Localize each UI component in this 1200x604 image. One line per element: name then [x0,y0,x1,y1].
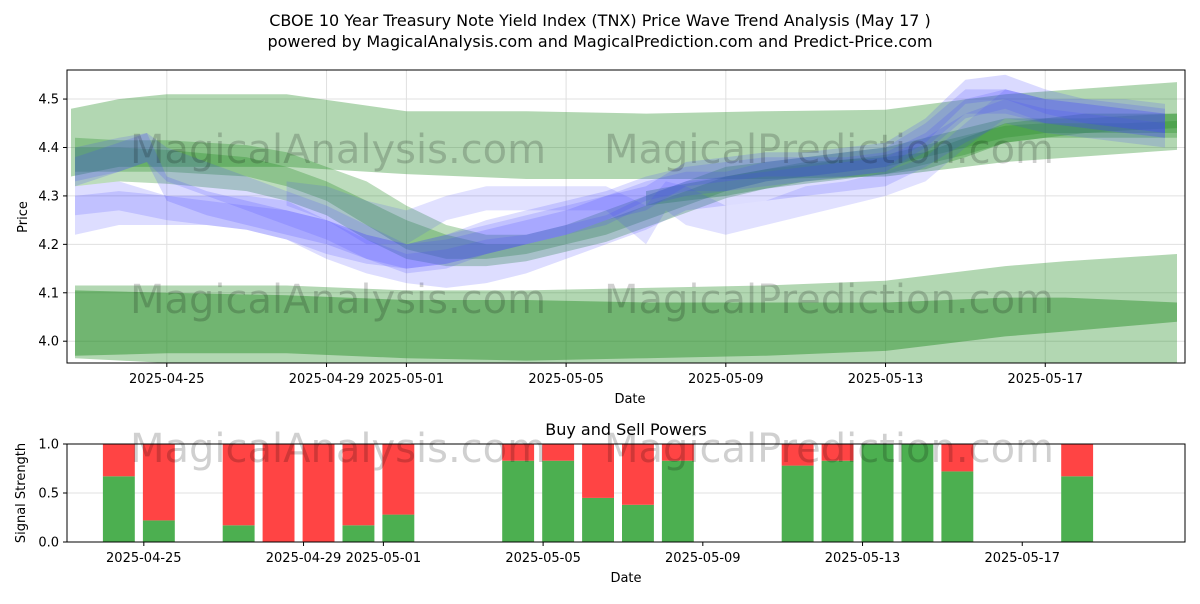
watermark-4: MagicalPrediction.com [604,277,1054,323]
sell-bar [142,444,175,521]
buy-bar [622,504,654,542]
signal-x-ticks: 2025-04-25 2025-04-29 2025-05-01 2025-05-05… [106,542,1060,566]
buy-bar [542,460,575,542]
signal-y-label: Signal Strength [14,443,29,543]
price-xtick-label: 2025-05-17 [1007,372,1083,387]
chart-title-line2: powered by MagicalAnalysis.com and Magic… [267,32,932,51]
buy-bar [821,460,854,542]
green-band-lower-core [75,290,1177,361]
price-xtick-label: 2025-05-01 [369,372,445,387]
blue-band-wave-4 [286,89,1166,245]
watermark-1: MagicalAnalysis.com [130,127,546,173]
signal-ytick-label: 1.0 [38,438,59,453]
price-ytick-label: 4.2 [38,238,59,253]
price-ytick-label: 4.5 [38,93,59,108]
price-y-ticks: 4.0 4.1 4.2 4.3 4.4 4.5 [38,93,67,350]
signal-xtick-label: 2025-05-01 [346,551,422,566]
sell-bar [941,444,974,472]
buy-bar [861,444,894,542]
buy-bar [1061,476,1094,542]
green-band-mid-trend-1 [75,113,1177,259]
buy-bar [102,476,135,542]
sell-bar [661,444,694,461]
price-xtick-label: 2025-04-25 [129,372,205,387]
signal-panel: Buy and Sell Powers MagicalAnalysis.com … [14,420,1186,586]
signal-x-label: Date [610,571,641,586]
green-band-upper-wide [71,82,1177,179]
sell-bar [102,444,135,477]
buy-bar [781,465,814,542]
sell-bar [622,444,654,505]
blue-waves [75,74,1166,288]
sell-bar [302,444,335,542]
buy-bar [661,460,694,542]
signal-xtick-label: 2025-05-17 [984,551,1060,566]
sell-bar [582,444,614,498]
signal-xtick-label: 2025-05-09 [665,551,741,566]
price-x-label: Date [614,392,645,407]
green-band-mid-trend-2 [75,120,1177,267]
signal-ytick-label: 0.0 [38,536,59,551]
sell-bar [781,444,814,466]
buy-bar [342,525,375,542]
signal-bars [102,444,1094,542]
green-band-lower-wide [75,254,1177,363]
sell-bar [821,444,854,461]
sell-bar [222,444,255,526]
signal-ytick-label: 0.5 [38,487,59,502]
price-ytick-label: 4.0 [38,335,59,350]
blue-band-wave-5 [75,74,1165,269]
price-xtick-label: 2025-04-29 [289,372,365,387]
watermark-2: MagicalPrediction.com [604,127,1054,173]
price-ytick-label: 4.3 [38,189,59,204]
signal-xtick-label: 2025-05-05 [505,551,581,566]
price-axes-frame [66,69,1186,364]
price-xtick-label: 2025-05-05 [528,372,604,387]
blue-band-wave-1 [75,89,1165,269]
price-grid [67,70,1185,363]
blue-band-wave-3 [75,99,1165,288]
blue-band-wave-2 [75,89,1165,274]
watermark-5: MagicalAnalysis.com [130,426,546,472]
buy-bar [582,497,614,542]
watermark-3: MagicalAnalysis.com [130,277,546,323]
signal-y-ticks: 0.0 0.5 1.0 [38,438,67,551]
sell-bar [382,444,415,515]
sell-bar [1061,444,1094,477]
sell-bar [262,444,295,542]
green-bands [71,82,1177,363]
buy-bar [382,514,415,542]
price-xtick-label: 2025-05-09 [688,372,764,387]
buy-bar [901,444,934,542]
signal-xtick-label: 2025-04-29 [266,551,342,566]
signal-xtick-label: 2025-05-13 [825,551,901,566]
price-y-label: Price [16,201,31,233]
buy-bar [222,525,255,542]
chart-title-line1: CBOE 10 Year Treasury Note Yield Index (… [269,11,931,30]
buy-bar [142,520,175,542]
sell-bar [542,444,575,461]
price-ytick-label: 4.1 [38,286,59,301]
watermark-6: MagicalPrediction.com [604,426,1054,472]
signal-xtick-label: 2025-04-25 [106,551,182,566]
sell-bar [342,444,375,526]
signal-title: Buy and Sell Powers [545,420,707,439]
price-x-ticks: 2025-04-25 2025-04-29 2025-05-01 2025-05-05… [129,363,1083,387]
sell-bar [502,444,535,461]
buy-bar [502,460,535,542]
price-xtick-label: 2025-05-13 [848,372,924,387]
buy-bar [941,471,974,542]
green-band-end-trend [646,113,1177,206]
price-ytick-label: 4.4 [38,141,59,156]
price-panel: MagicalAnalysis.com MagicalPrediction.co… [16,69,1186,407]
